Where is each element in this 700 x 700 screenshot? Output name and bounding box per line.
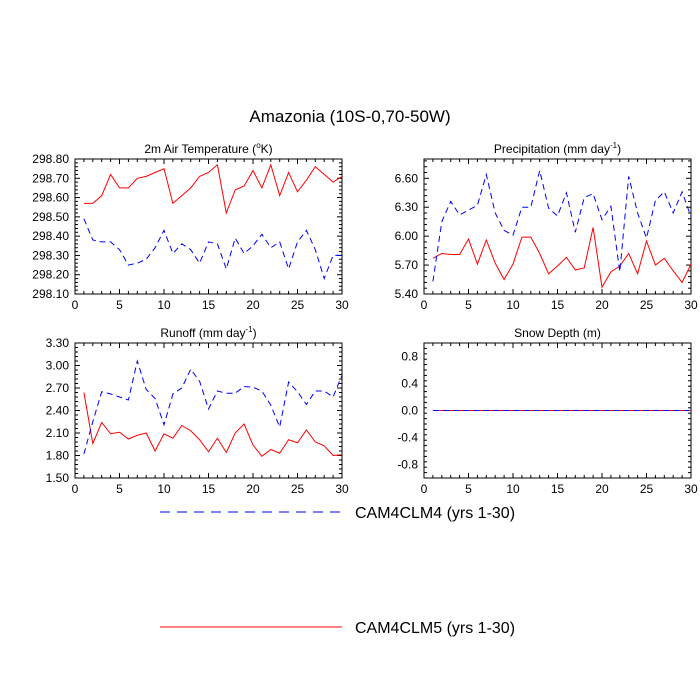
y-tick-label: 0.8 [401, 350, 418, 364]
panel-2: Precipitation (mm day-1) 0 5 10 15 20 25 30 5.40… [395, 141, 698, 312]
y-tick-label: 0.0 [401, 404, 418, 418]
x-tick-label: 20 [246, 482, 260, 496]
series-line-clm5 [83, 163, 343, 215]
plot-frame [74, 342, 343, 479]
y-tick-label: 298.20 [32, 268, 69, 282]
plot-frame [74, 158, 343, 295]
x-tick-label: 25 [291, 482, 305, 496]
y-tick-label: 2.10 [46, 426, 70, 440]
y-tick-label: -0.8 [397, 458, 418, 472]
panel-title: Precipitation (mm day-1) [494, 141, 621, 156]
x-tick-label: 30 [684, 298, 698, 312]
series-line-clm5 [83, 392, 343, 457]
panel-title-end: ) [617, 142, 621, 156]
y-tick-label: 6.60 [395, 171, 419, 185]
x-tick-label: 25 [640, 482, 654, 496]
panel-title-text: Precipitation (mm day [494, 142, 610, 156]
x-tick-label: 30 [335, 298, 349, 312]
x-tick-label: 5 [116, 482, 123, 496]
y-tick-label: 0.4 [401, 377, 418, 391]
y-tick-label: 1.80 [46, 449, 70, 463]
panel-title-superscript: o [256, 141, 261, 150]
y-tick-label: -0.4 [397, 431, 418, 445]
y-tick-label: 2.70 [46, 381, 70, 395]
x-tick-label: 25 [640, 298, 654, 312]
x-tick-label: 30 [335, 482, 349, 496]
y-tick-label: 3.30 [46, 336, 70, 350]
x-tick-label: 15 [202, 482, 216, 496]
x-tick-label: 0 [72, 298, 79, 312]
panel-title: Snow Depth (m) [514, 326, 601, 340]
panel-title-end: ) [253, 326, 257, 340]
y-tick-label: 5.40 [395, 287, 419, 301]
x-tick-label: 10 [506, 482, 520, 496]
y-tick-label: 298.40 [32, 229, 69, 243]
legend: CAM4CLM4 (yrs 1-30) CAM4CLM5 (yrs 1-30) [160, 505, 515, 637]
y-tick-label: 298.30 [32, 248, 69, 262]
x-tick-label: 0 [421, 482, 428, 496]
y-tick-label: 1.50 [46, 471, 70, 485]
panel-1: 2m Air Temperature (oK) 0 5 10 15 20 25 30 298.1… [32, 141, 349, 312]
y-tick-label: 2.40 [46, 404, 70, 418]
y-tick-label: 298.80 [32, 152, 69, 166]
panel-3: Runoff (mm day-1) 0 5 10 15 20 25 30 1.50 1.80 2.1… [46, 325, 349, 496]
panel-title-superscript: -1 [610, 141, 618, 150]
panel-title-text: Runoff (mm day [160, 326, 245, 340]
x-tick-label: 10 [157, 482, 171, 496]
panel-4: Snow Depth (m) 0 5 10 15 20 25 30 -0.8 -0.4 0.0 0.4… [397, 326, 698, 496]
panel-title-superscript: -1 [246, 325, 254, 334]
legend-label-clm5: CAM4CLM5 (yrs 1-30) [355, 620, 515, 637]
y-tick-label: 5.70 [395, 258, 419, 272]
x-tick-label: 15 [551, 298, 565, 312]
x-tick-label: 25 [291, 298, 305, 312]
x-tick-label: 15 [551, 482, 565, 496]
panel-title-text: Snow Depth (m) [514, 326, 601, 340]
y-tick-label: 298.50 [32, 210, 69, 224]
x-tick-label: 10 [157, 298, 171, 312]
panel-title: Runoff (mm day-1) [160, 325, 256, 340]
series-line-clm5 [432, 227, 692, 289]
y-tick-label: 298.70 [32, 171, 69, 185]
panel-title-end: K) [261, 142, 273, 156]
y-tick-label: 6.30 [395, 200, 419, 214]
x-tick-label: 15 [202, 298, 216, 312]
panel-title-text: 2m Air Temperature ( [144, 142, 256, 156]
x-tick-label: 5 [465, 298, 472, 312]
y-tick-label: 298.10 [32, 287, 69, 301]
x-tick-label: 20 [246, 298, 260, 312]
panel-title: 2m Air Temperature (oK) [144, 141, 272, 156]
x-tick-label: 0 [421, 298, 428, 312]
x-tick-label: 20 [595, 482, 609, 496]
series-line-clm4 [83, 359, 343, 455]
plot-frame [423, 158, 692, 295]
x-tick-label: 5 [465, 482, 472, 496]
x-tick-label: 10 [506, 298, 520, 312]
x-tick-label: 5 [116, 298, 123, 312]
series-line-clm4 [83, 218, 342, 281]
legend-label-clm4: CAM4CLM4 (yrs 1-30) [355, 505, 515, 522]
y-tick-label: 298.60 [32, 191, 69, 205]
x-tick-label: 20 [595, 298, 609, 312]
x-tick-label: 0 [72, 482, 79, 496]
y-tick-label: 3.00 [46, 359, 70, 373]
x-tick-label: 30 [684, 482, 698, 496]
y-tick-label: 6.00 [395, 229, 419, 243]
figure-title: Amazonia (10S-0,70-50W) [249, 107, 451, 126]
series-line-clm4 [432, 170, 692, 282]
